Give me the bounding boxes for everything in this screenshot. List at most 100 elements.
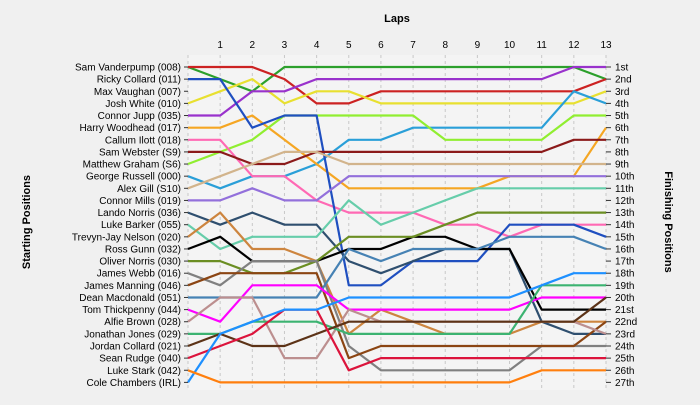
lap-tick-label: 8 <box>442 40 448 51</box>
driver-position-line <box>188 138 606 238</box>
lap-tick-label: 7 <box>410 40 416 51</box>
driver-position-line <box>188 235 607 299</box>
finishing-position-label: 3rd <box>615 87 629 98</box>
series-layer <box>187 65 607 384</box>
driver-position-line <box>188 284 606 335</box>
finishing-position-label: 13th <box>615 208 634 219</box>
finishing-position-label: 26th <box>615 366 634 377</box>
finishing-position-label: 2nd <box>615 75 632 86</box>
finishing-position-label: 17th <box>615 257 634 268</box>
finishing-positions-axis-title: Finishing Positions <box>662 171 674 272</box>
finishing-position-label: 15th <box>615 232 634 243</box>
finishing-position-label: 11th <box>615 184 634 195</box>
starting-position-label: Max Vaughan (007) <box>94 87 181 98</box>
finishing-position-label: 19th <box>615 281 634 292</box>
driver-position-line <box>187 272 607 360</box>
driver-position-line <box>187 77 607 105</box>
driver-position-line <box>187 284 606 323</box>
finishing-position-label: 1st <box>615 63 629 74</box>
starting-position-label: Alex Gill (S10) <box>117 184 181 195</box>
finishing-position-label: 18th <box>615 269 634 280</box>
driver-position-line <box>187 65 607 93</box>
driver-position-line <box>187 211 606 335</box>
starting-position-label: Sam Webster (S9) <box>99 147 181 158</box>
finishing-position-label: 21st <box>615 305 634 316</box>
finishing-position-label: 24th <box>615 341 634 352</box>
driver-position-line <box>187 296 607 348</box>
finishing-position-label: 9th <box>615 160 629 171</box>
driver-position-line <box>187 369 606 384</box>
lap-tick-label: 13 <box>600 40 612 51</box>
starting-position-label: Ross Gunn (032) <box>105 244 181 255</box>
driver-position-line <box>187 260 606 372</box>
finishing-position-label: 7th <box>615 135 629 146</box>
lap-tick-label: 3 <box>282 40 288 51</box>
starting-position-label: Sean Rudge (040) <box>99 354 181 365</box>
starting-position-label: Jordan Collard (021) <box>90 341 181 352</box>
lap-tick-label: 9 <box>475 40 481 51</box>
finishing-position-label: 5th <box>615 111 629 122</box>
driver-position-line <box>188 138 606 166</box>
driver-position-line <box>188 65 607 105</box>
driver-position-line <box>187 308 606 372</box>
starting-position-label: Lando Norris (036) <box>98 208 181 219</box>
starting-position-label: Connor Jupp (035) <box>98 111 181 122</box>
driver-position-line <box>188 175 606 202</box>
driver-position-line <box>188 77 607 287</box>
finishing-position-label: 20th <box>615 293 634 304</box>
finishing-position-label: 16th <box>615 244 634 255</box>
starting-position-label: Sam Vanderpump (008) <box>75 63 181 74</box>
starting-positions-axis-title: Starting Positions <box>21 175 33 269</box>
plot-area <box>188 55 606 390</box>
finishing-position-label: 23rd <box>615 329 635 340</box>
starting-position-label: Callum Ilott (018) <box>105 135 181 146</box>
starting-position-ticks: Sam Vanderpump (008)Ricky Collard (011)M… <box>72 63 188 389</box>
lap-ticks: 1 2 3 4 5 6 7 8 9 10 11 12 13 <box>217 40 612 51</box>
starting-position-label: Jonathan Jones (029) <box>84 329 181 340</box>
starting-position-label: James Webb (016) <box>97 269 181 280</box>
driver-position-line <box>187 211 606 335</box>
starting-position-label: Cole Chambers (IRL) <box>87 378 181 389</box>
starting-position-label: James Manning (046) <box>84 281 181 292</box>
starting-position-label: Matthew Graham (S6) <box>83 160 181 171</box>
finishing-position-label: 14th <box>615 220 634 231</box>
starting-position-label: Alfie Brown (028) <box>104 317 181 328</box>
finishing-position-label: 10th <box>615 172 634 183</box>
starting-position-label: Trevyn-Jay Nelson (020) <box>72 232 181 243</box>
starting-position-label: Dean Macdonald (051) <box>79 293 181 304</box>
laps-axis-title: Laps <box>384 13 410 25</box>
starting-position-label: Harry Woodhead (017) <box>79 123 181 134</box>
starting-position-label: Connor Mills (019) <box>99 196 181 207</box>
finishing-position-label: 4th <box>615 99 629 110</box>
finishing-position-label: 27th <box>615 378 634 389</box>
lap-tick-label: 4 <box>314 40 320 51</box>
finishing-position-label: 12th <box>615 196 634 207</box>
lap-tick-label: 5 <box>346 40 352 51</box>
driver-position-line <box>187 114 606 166</box>
lap-tick-label: 1 <box>217 40 223 51</box>
starting-position-label: Luke Stark (042) <box>107 366 181 377</box>
finishing-position-label: 6th <box>615 123 629 134</box>
lap-tick-label: 6 <box>378 40 384 51</box>
lap-tick-label: 2 <box>250 40 256 51</box>
starting-position-label: Tom Thickpenny (044) <box>82 305 181 316</box>
finishing-position-ticks: 1st2nd3rd4th5th6th7th8th9th10th11th12th1… <box>606 63 637 389</box>
driver-position-line <box>187 272 606 384</box>
starting-position-label: Josh White (010) <box>105 99 181 110</box>
driver-position-line <box>187 150 606 190</box>
finishing-position-label: 8th <box>615 147 629 158</box>
grid-layer <box>187 55 607 390</box>
driver-position-line <box>188 65 606 117</box>
finishing-position-label: 22nd <box>615 317 637 328</box>
starting-position-label: Oliver Norris (030) <box>99 257 181 268</box>
lap-tick-label: 11 <box>536 40 547 51</box>
driver-position-line <box>187 187 606 251</box>
starting-position-label: Ricky Collard (011) <box>97 75 181 86</box>
starting-position-label: George Russell (000) <box>86 172 181 183</box>
lap-tick-label: 12 <box>568 40 580 51</box>
finishing-position-label: 25th <box>615 354 634 365</box>
lap-tick-label: 10 <box>504 40 516 51</box>
starting-position-label: Luke Barker (055) <box>101 220 181 231</box>
